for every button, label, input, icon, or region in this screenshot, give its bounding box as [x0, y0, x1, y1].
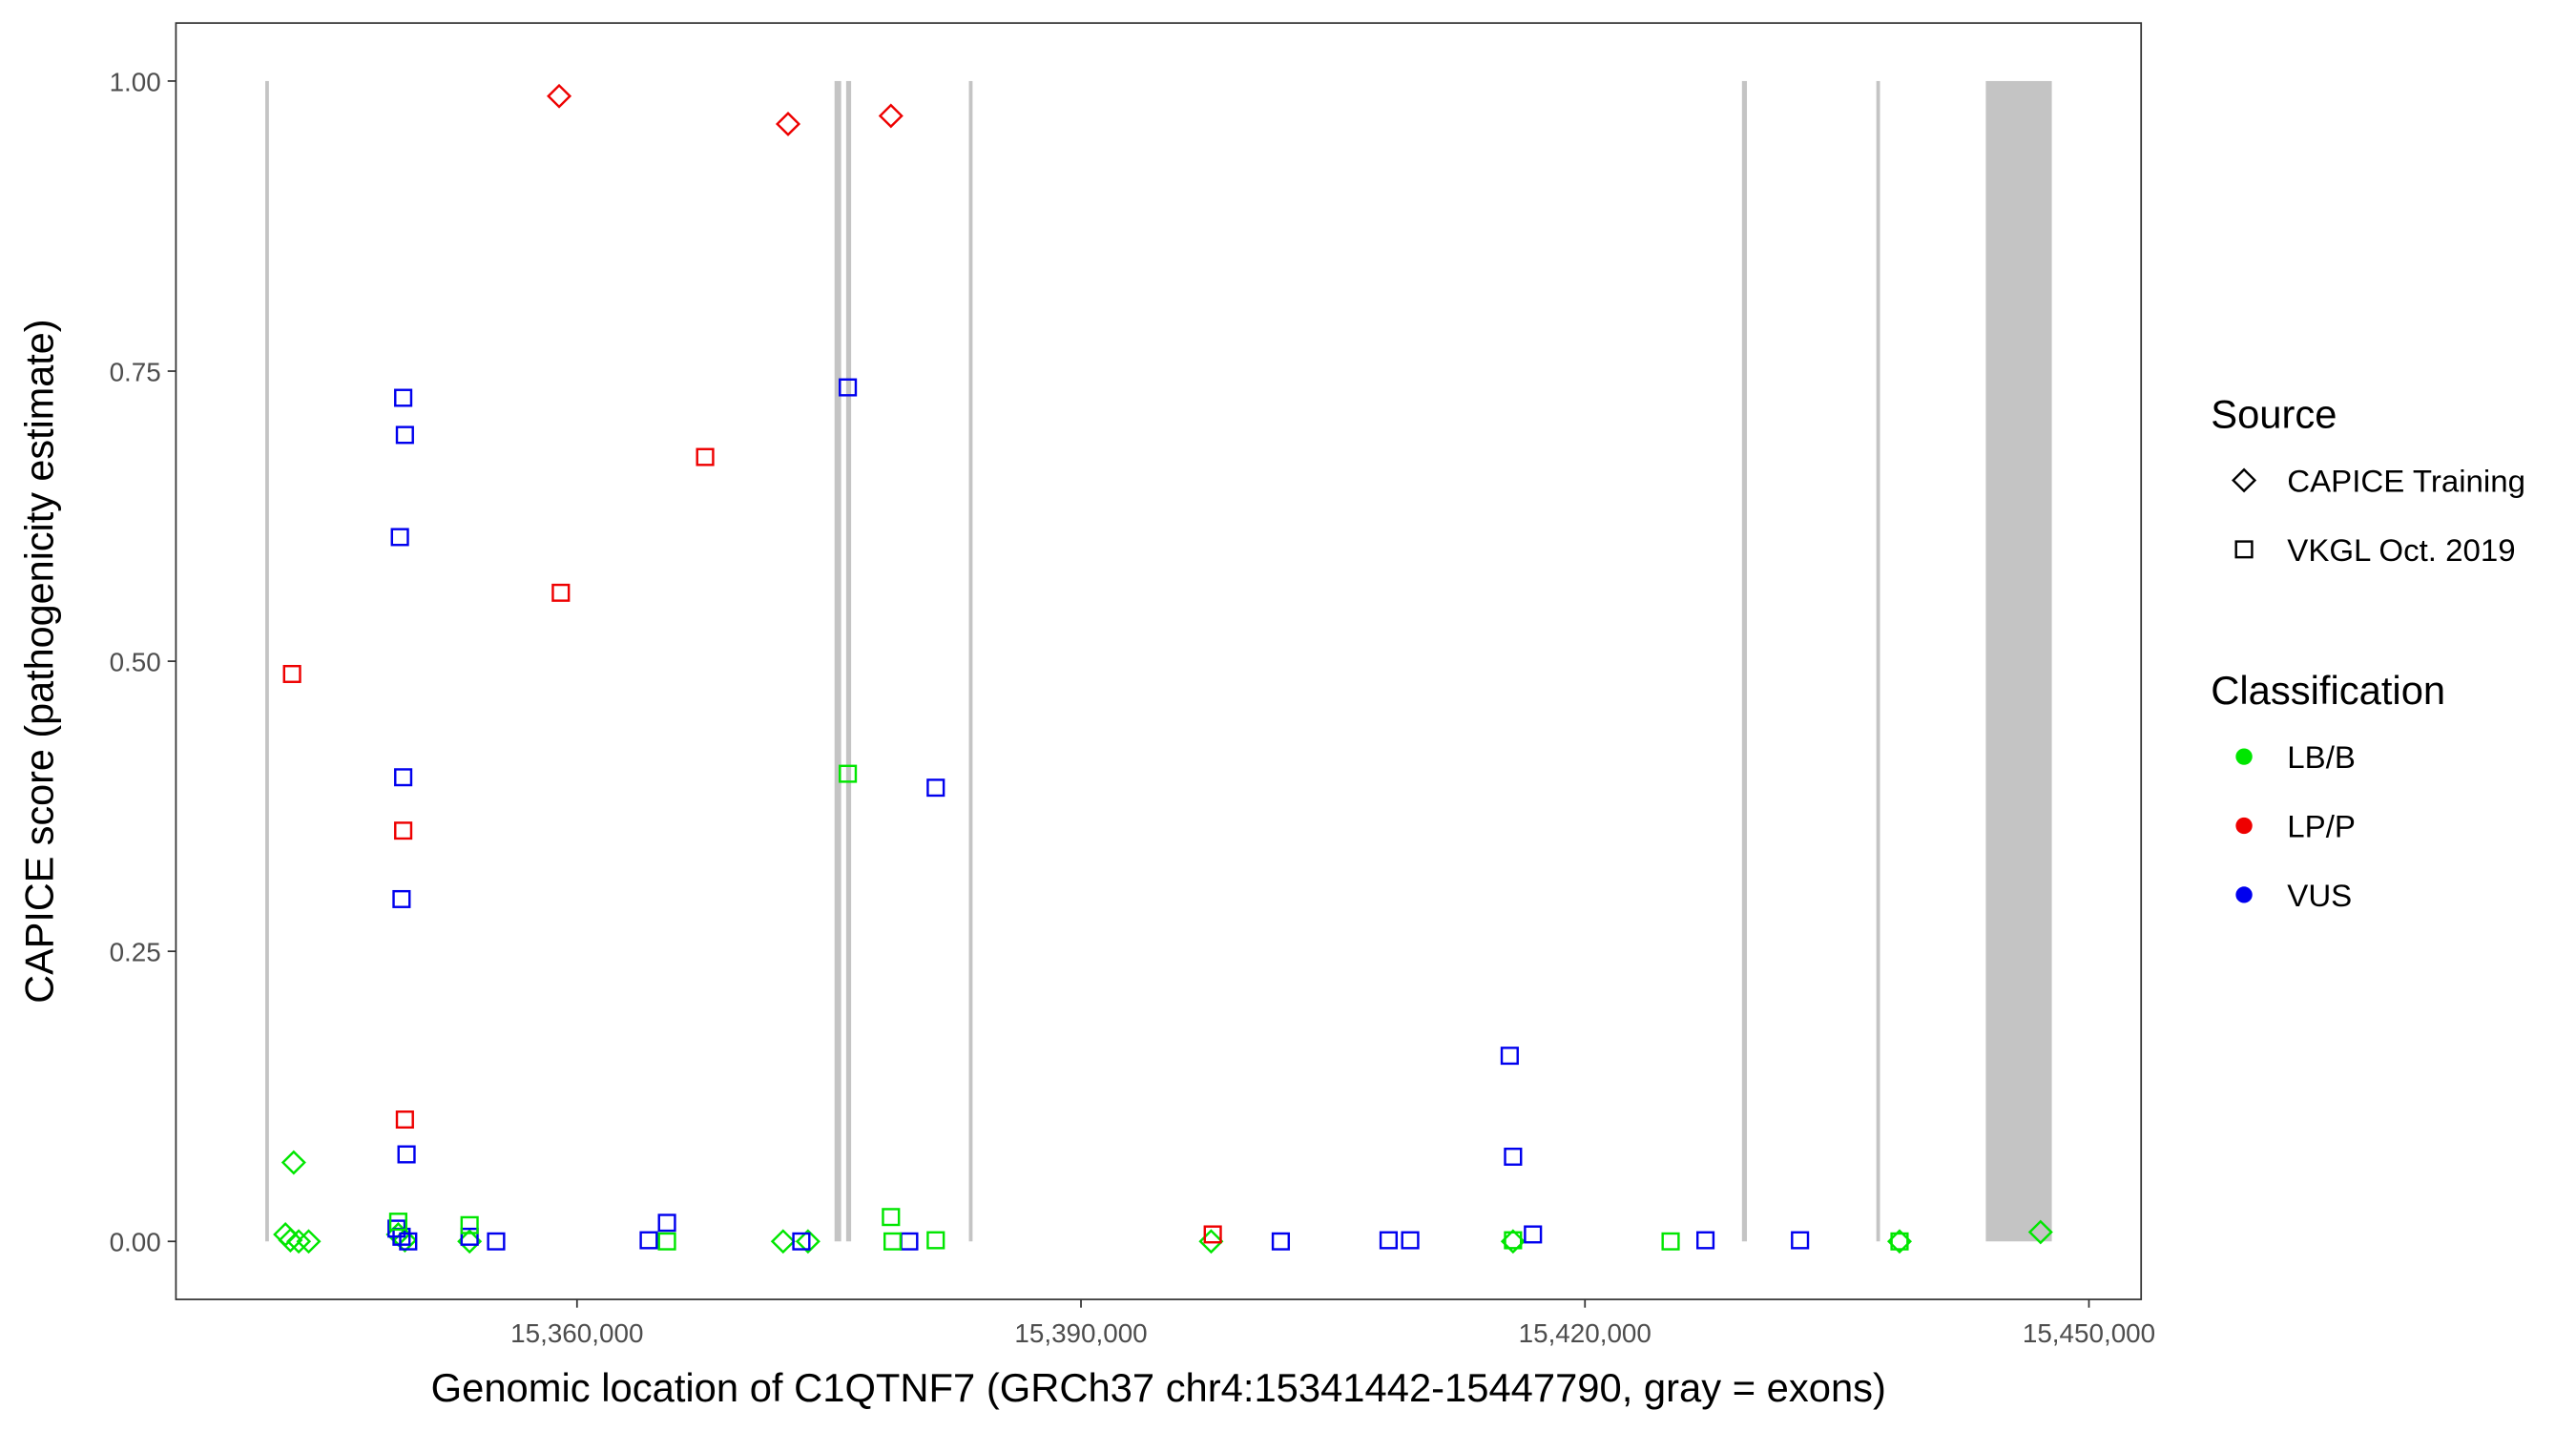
point [286, 1229, 312, 1255]
exon [834, 80, 841, 1242]
point [1791, 1231, 1810, 1250]
point [280, 1150, 306, 1175]
point [1890, 1232, 1909, 1251]
point [1504, 1231, 1523, 1250]
y-tick-label: 0.00 [110, 1228, 161, 1257]
point [882, 1208, 901, 1227]
legend-key [2234, 540, 2254, 559]
point [394, 388, 413, 407]
point [839, 764, 858, 783]
point [551, 583, 571, 602]
point [394, 821, 413, 840]
point [296, 1229, 322, 1255]
point [770, 1229, 796, 1255]
y-tick-label: 1.00 [110, 67, 161, 96]
x-tick-label: 15,420,000 [1519, 1318, 1652, 1348]
point [1504, 1147, 1523, 1166]
point [395, 425, 414, 445]
point [926, 1231, 945, 1250]
point [460, 1227, 479, 1246]
point [282, 664, 301, 683]
point [1401, 1231, 1420, 1250]
point [390, 528, 409, 547]
point [926, 778, 945, 798]
x-tick-label: 15,390,000 [1014, 1318, 1147, 1348]
exon [1985, 80, 2052, 1242]
legend-label: VKGL Oct. 2019 [2287, 532, 2515, 568]
x-tick-label: 15,450,000 [2023, 1318, 2155, 1348]
exon [1876, 80, 1880, 1242]
point [388, 1213, 407, 1232]
plot-border [175, 22, 2143, 1300]
point [1203, 1225, 1222, 1244]
point [792, 1232, 811, 1251]
legend-label: CAPICE Training [2287, 464, 2525, 499]
point [883, 1232, 903, 1251]
exon [968, 80, 973, 1242]
point [1524, 1225, 1543, 1244]
point [795, 1229, 821, 1255]
point [392, 889, 411, 908]
point [900, 1232, 919, 1251]
legend-label: VUS [2287, 878, 2352, 913]
point [394, 768, 413, 787]
point [639, 1231, 658, 1250]
point [2027, 1219, 2053, 1245]
legend-label: LB/B [2287, 739, 2356, 775]
y-tick-label: 0.75 [110, 357, 161, 386]
point [397, 1145, 416, 1164]
point [487, 1232, 506, 1251]
point [696, 447, 715, 467]
point [547, 83, 572, 109]
x-axis-title: Genomic location of C1QTNF7 (GRCh37 chr4… [431, 1365, 1886, 1410]
point [278, 1228, 303, 1253]
y-tick-label: 0.25 [110, 938, 161, 967]
point [399, 1232, 418, 1251]
point [839, 378, 858, 397]
x-tick-label: 15,360,000 [510, 1318, 643, 1348]
point [1500, 1047, 1519, 1066]
point [460, 1215, 479, 1234]
legend-key [2232, 467, 2257, 493]
point [775, 112, 801, 136]
legend-title: Source [2211, 391, 2337, 436]
legend-title: Classification [2211, 668, 2445, 713]
legend-key [2235, 817, 2253, 835]
legend-key [2235, 748, 2253, 765]
exon [265, 80, 269, 1242]
point [1379, 1231, 1399, 1250]
point [395, 1110, 414, 1130]
point [657, 1213, 676, 1233]
exon [845, 80, 852, 1242]
point [878, 103, 904, 129]
y-axis-title: CAPICE score (pathogenicity estimate) [16, 320, 61, 1004]
point [1695, 1231, 1715, 1250]
point [1661, 1232, 1680, 1251]
legend-label: LP/P [2287, 809, 2356, 844]
y-tick-label: 0.50 [110, 648, 161, 677]
point [1271, 1232, 1291, 1251]
exon [1741, 80, 1748, 1242]
point [657, 1232, 676, 1251]
legend-key [2235, 886, 2253, 903]
